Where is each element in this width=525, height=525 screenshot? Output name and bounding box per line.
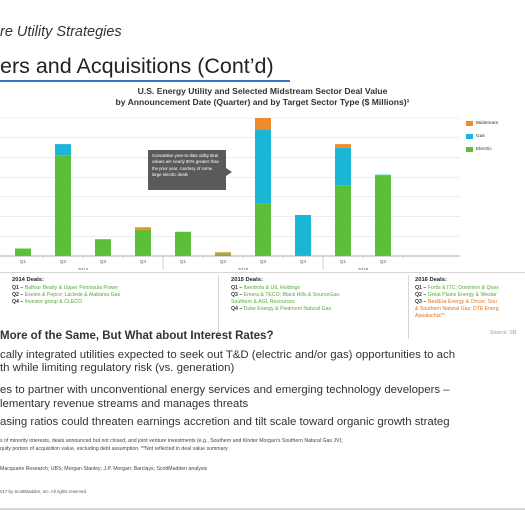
bar-midstream xyxy=(215,252,231,254)
footnote: quity portion of acquisition value, excl… xyxy=(0,445,228,453)
bar-midstream xyxy=(255,118,271,129)
deal-line: Appalachia** xyxy=(415,313,525,320)
quarter-label: Q1 xyxy=(20,259,27,264)
legend-item-midstream: Midstream xyxy=(466,117,498,130)
bar-electric xyxy=(135,230,151,256)
deal-text: NextEra Energy & Oncor; Sou xyxy=(426,299,497,305)
deal-quarter: Q2 – xyxy=(12,292,23,298)
bar-gas xyxy=(375,175,391,176)
bar-midstream xyxy=(135,227,151,230)
deal-line: Q4 – Investor group & CLECO xyxy=(12,299,200,306)
bar-electric xyxy=(375,176,391,256)
deal-text: Fortis & ITC; Dominion & Ques xyxy=(426,285,499,291)
deal-line: Q1 – Iberdrola & UIL Holdings xyxy=(231,285,408,292)
chart-title: U.S. Energy Utility and Selected Midstre… xyxy=(0,86,525,108)
chart-callout: Cumulative year-to-date utility deal val… xyxy=(148,150,226,190)
quarter-label: Q4 xyxy=(300,259,307,264)
legend-label-midstream: Midstream xyxy=(476,121,498,126)
bar-electric xyxy=(15,249,31,256)
chart-title-line-2: by Announcement Date (Quarter) and by Ta… xyxy=(0,97,525,108)
bullet-text: th while limiting regulatory risk (vs. g… xyxy=(0,362,234,375)
deal-text: Emera & TECO; Black Hills & SourceGas; xyxy=(242,292,340,298)
bar-gas xyxy=(335,148,351,185)
legend-swatch-midstream xyxy=(466,121,473,126)
deal-text: Balfour Beatty & Upper Peninsula Power xyxy=(23,285,118,291)
chart-title-line-1: U.S. Energy Utility and Selected Midstre… xyxy=(0,86,525,97)
deal-text: Duke Energy & Piedmont Natural Gas xyxy=(242,306,331,312)
deal-quarter: Q1 – xyxy=(415,285,426,291)
deal-text: Investor group & CLECO xyxy=(23,299,82,305)
bar-midstream xyxy=(335,144,351,148)
deal-line: Q3 – Emera & TECO; Black Hills & SourceG… xyxy=(231,292,408,299)
quarter-label: Q3 xyxy=(260,259,267,264)
deal-quarter: Q2 – xyxy=(415,292,426,298)
deals-2014-heading: 2014 Deals: xyxy=(12,277,200,283)
footnote: s of minority interests, deals announced… xyxy=(0,437,343,445)
deal-line: Q4 – Duke Energy & Piedmont Natural Gas xyxy=(231,306,408,313)
deal-text: & Southern Natural Gas; DTE Energ xyxy=(415,306,499,312)
quarter-label: Q1 xyxy=(340,259,347,264)
deal-text: Great Plains Energy & Westar xyxy=(426,292,497,298)
legend-item-electric: Electric xyxy=(466,143,498,156)
deal-value-chart: Q1 Q2 Q3 Q4 Q1 Q2 Q3 Q4 Q1 Q2 2014 2015 2016 xyxy=(0,110,525,270)
footer-rule xyxy=(0,508,525,510)
quarter-label: Q2 xyxy=(220,259,227,264)
bar-gas xyxy=(295,215,311,256)
year-label: 2016 xyxy=(358,267,369,270)
deal-line: Q3 – NextEra Energy & Oncor; Sou xyxy=(415,299,525,306)
bullet-text: cally integrated utilities expected to s… xyxy=(0,349,455,362)
deal-line: & Southern Natural Gas; DTE Energ xyxy=(415,306,525,313)
bar-electric xyxy=(175,232,191,256)
deal-text: Southern & AGL Resources xyxy=(231,299,295,305)
bar-gas xyxy=(255,129,271,204)
section-heading: More of the Same, But What about Interes… xyxy=(0,330,273,342)
legend-swatch-electric xyxy=(466,147,473,152)
quarter-label: Q2 xyxy=(380,259,387,264)
deal-line: Southern & AGL Resources xyxy=(231,299,408,306)
bar-electric xyxy=(335,185,351,256)
deal-quarter: Q4 – xyxy=(12,299,23,305)
deal-line: Q1 – Balfour Beatty & Upper Peninsula Po… xyxy=(12,285,200,292)
legend-item-gas: Gas xyxy=(466,130,498,143)
callout-pointer xyxy=(226,168,232,176)
quarter-label: Q3 xyxy=(100,259,107,264)
quarter-label: Q1 xyxy=(180,259,187,264)
deal-line: Q2 – Great Plains Energy & Westar xyxy=(415,292,525,299)
deal-text: Exelon & Pepco; Laclede & Alabama Gas xyxy=(23,292,120,298)
bar-electric xyxy=(55,155,71,256)
legend-swatch-gas xyxy=(466,134,473,139)
deal-line: Q2 – Exelon & Pepco; Laclede & Alabama G… xyxy=(12,292,200,299)
copyright: 017 by ScottMadden, Inc. All rights rese… xyxy=(0,489,87,494)
bullet-text: lementary revenue streams and manages th… xyxy=(0,398,248,411)
quarter-label: Q4 xyxy=(140,259,147,264)
bullet-text: es to partner with unconventional energy… xyxy=(0,384,450,397)
bar-gas xyxy=(55,144,71,155)
legend-label-electric: Electric xyxy=(476,147,492,152)
page-title: ers and Acquisitions (Cont’d) xyxy=(0,54,274,79)
deal-quarter: Q3 – xyxy=(231,292,242,298)
deals-divider xyxy=(0,272,525,273)
bullet-text: asing ratios could threaten earnings acc… xyxy=(0,416,450,429)
title-underline xyxy=(0,80,290,82)
deal-text: Iberdrola & UIL Holdings xyxy=(242,285,300,291)
deals-2015-heading: 2015 Deals: xyxy=(231,277,408,283)
deal-quarter: Q1 – xyxy=(12,285,23,291)
quarter-label: Q2 xyxy=(60,259,67,264)
deal-quarter: Q3 – xyxy=(415,299,426,305)
deal-line: Q1 – Fortis & ITC; Dominion & Ques xyxy=(415,285,525,292)
legend-label-gas: Gas xyxy=(476,134,485,139)
footnote-sources: Macquarie Research; UBS; Morgan Stanley;… xyxy=(0,465,207,473)
deal-quarter: Q4 – xyxy=(231,306,242,312)
bar-electric xyxy=(255,204,271,256)
deal-quarter: Q1 – xyxy=(231,285,242,291)
year-label: 2014 xyxy=(78,267,89,270)
bar-electric xyxy=(95,239,111,256)
year-label: 2015 xyxy=(238,267,249,270)
deal-text: Appalachia** xyxy=(415,313,445,319)
chart-legend: Midstream Gas Electric xyxy=(466,117,498,156)
section-subtitle: re Utility Strategies xyxy=(0,24,122,40)
chart-source: Source: SN xyxy=(490,330,517,336)
deals-2016-heading: 2016 Deals: xyxy=(415,277,525,283)
